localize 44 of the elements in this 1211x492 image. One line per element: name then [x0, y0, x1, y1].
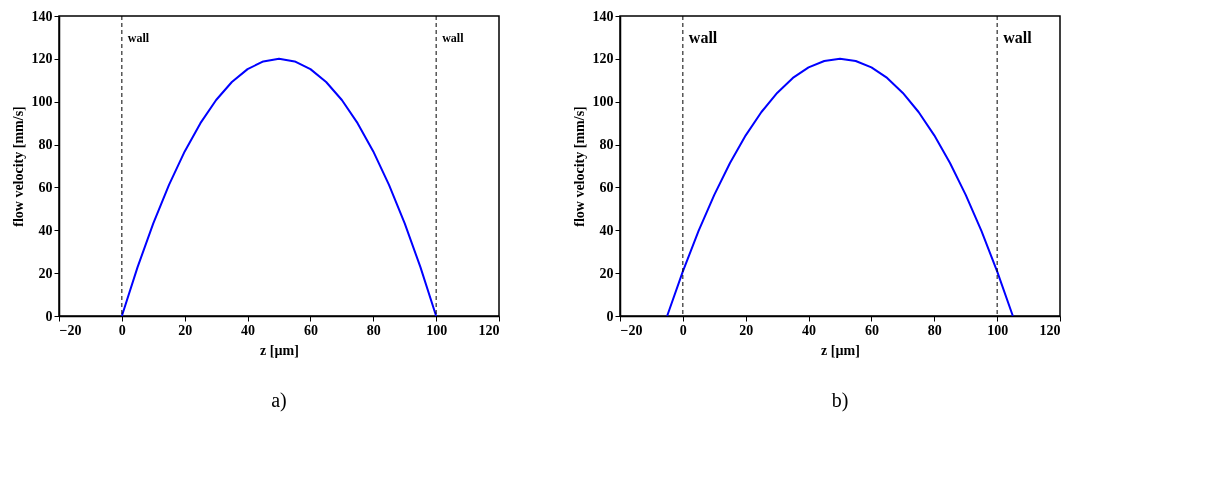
x-tick-label: 120: [1039, 322, 1061, 338]
line-series: [120, 57, 438, 317]
y-axis-title: flow velocity [mm/s]: [10, 106, 26, 227]
y-tick-label: 120: [31, 51, 53, 67]
y-tick-label: 0: [45, 308, 53, 324]
x-tick-label: 40: [241, 322, 256, 338]
ref-line-label: wall: [442, 31, 465, 45]
y-tick-label: 60: [38, 179, 53, 195]
x-axis-title: z [µm]: [821, 342, 860, 358]
x-tick-label: 20: [178, 322, 193, 338]
y-tick-label: 140: [592, 8, 614, 24]
x-tick-label: 80: [366, 322, 381, 338]
x-tick-label: −20: [59, 322, 82, 338]
y-tick-label: 40: [599, 222, 614, 238]
y-tick-label: 40: [38, 222, 53, 238]
ref-line-label: wall: [688, 29, 718, 46]
x-tick-label: 20: [739, 322, 754, 338]
text: b): [831, 389, 849, 412]
y-tick-label: 80: [38, 137, 53, 153]
x-tick-label: 100: [987, 322, 1009, 338]
x-tick-label: 0: [679, 322, 687, 338]
x-tick-label: 60: [864, 322, 879, 338]
x-tick-label: 80: [927, 322, 942, 338]
x-axis-title: z [µm]: [260, 342, 299, 358]
line-series: [666, 57, 1014, 317]
y-tick-label: 120: [592, 51, 614, 67]
x-tick-label: −20: [620, 322, 643, 338]
y-axis-title: flow velocity [mm/s]: [571, 106, 587, 227]
y-tick-label: 140: [31, 8, 53, 24]
x-tick-label: 100: [426, 322, 448, 338]
y-tick-label: 100: [31, 94, 53, 110]
x-tick-label: 40: [802, 322, 817, 338]
y-tick-label: 60: [599, 179, 614, 195]
y-tick-label: 20: [38, 265, 53, 281]
x-tick-label: 0: [118, 322, 126, 338]
text: a): [271, 389, 287, 412]
y-tick-label: 80: [599, 137, 614, 153]
x-tick-label: 60: [303, 322, 318, 338]
ref-line-label: wall: [1003, 29, 1033, 46]
y-tick-label: 0: [606, 308, 614, 324]
y-tick-label: 100: [592, 94, 614, 110]
y-tick-label: 20: [599, 265, 614, 281]
ref-line-label: wall: [127, 31, 150, 45]
x-tick-label: 120: [478, 322, 500, 338]
